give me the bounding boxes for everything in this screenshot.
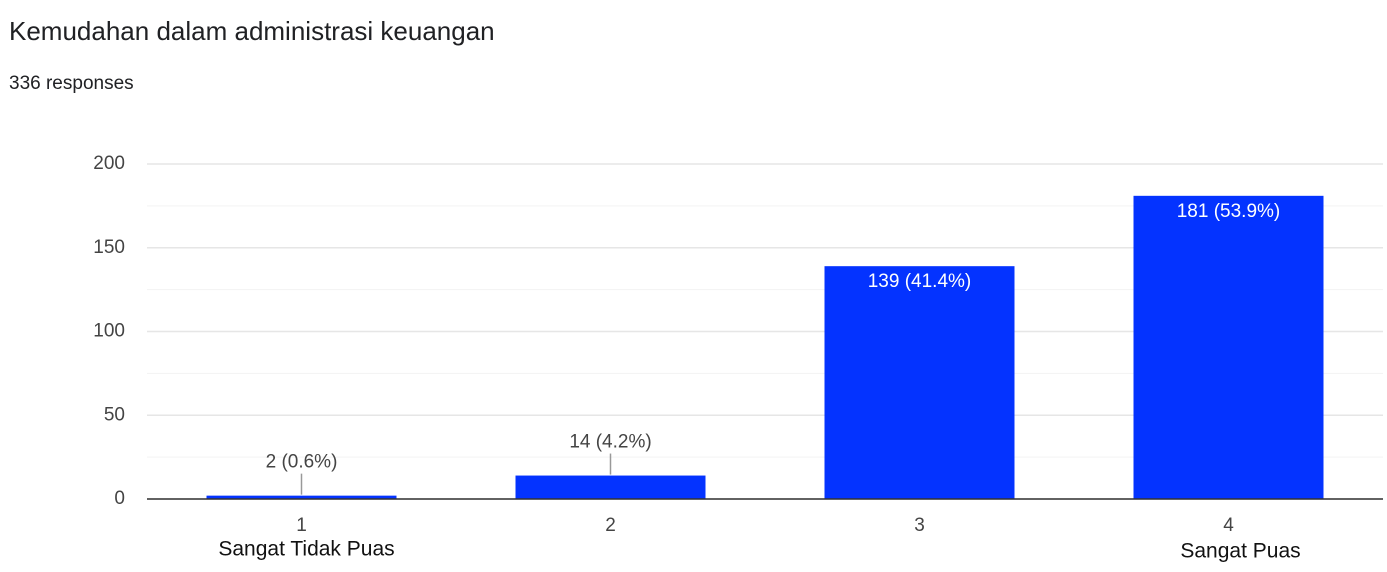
y-tick-label: 50: [104, 404, 125, 425]
chart-subtitle: 336 responses: [9, 73, 134, 94]
y-tick-label: 100: [93, 321, 125, 342]
bar: [515, 475, 706, 499]
y-tick-label: 200: [93, 153, 125, 174]
x-tick-label: 3: [914, 515, 925, 536]
data-label: 2 (0.6%): [266, 452, 338, 473]
x-tick-label: 4: [1223, 515, 1234, 536]
y-tick-label: 0: [114, 488, 125, 509]
chart-title: Kemudahan dalam administrasi keuangan: [9, 16, 495, 46]
scale-label-high: Sangat Puas: [1180, 540, 1300, 563]
scale-label-low: Sangat Tidak Puas: [218, 538, 394, 561]
data-label: 181 (53.9%): [1177, 201, 1281, 222]
data-label: 139 (41.4%): [868, 271, 972, 292]
x-tick-label: 2: [605, 515, 616, 536]
x-tick-label: 1: [296, 515, 307, 536]
bar: [1133, 195, 1324, 499]
y-tick-label: 150: [93, 237, 125, 258]
bar: [206, 495, 397, 499]
bar: [824, 266, 1015, 499]
data-label: 14 (4.2%): [569, 432, 651, 453]
